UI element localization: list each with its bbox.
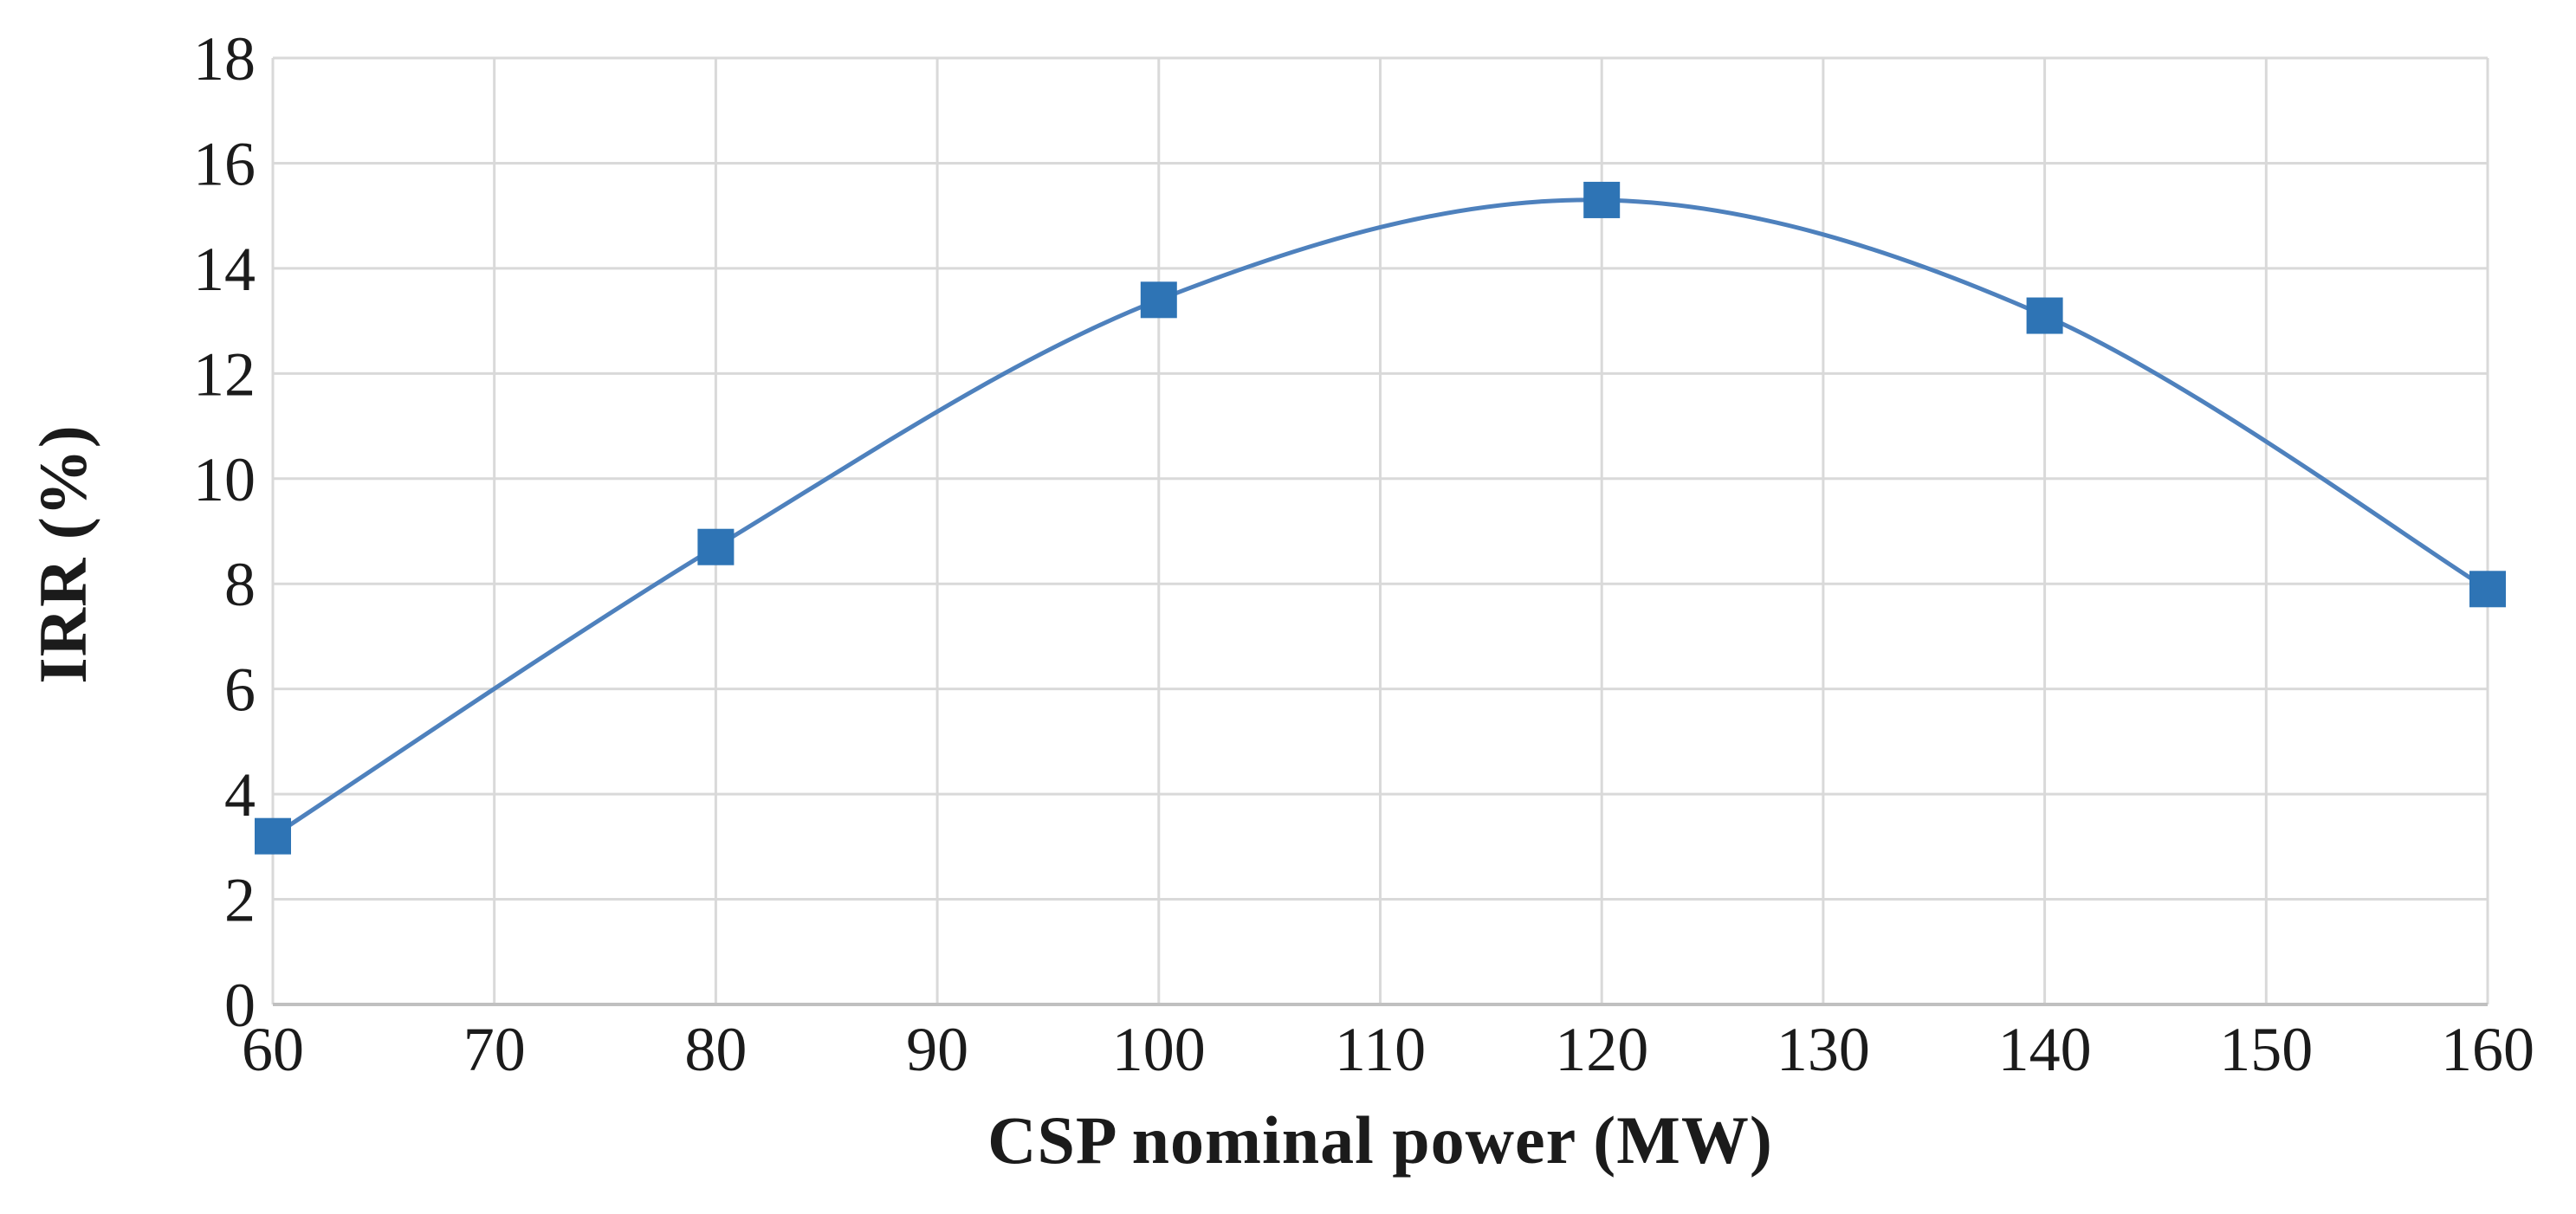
x-tick-label: 160: [2441, 1015, 2534, 1084]
y-tick-label: 8: [224, 550, 256, 619]
x-tick-label: 110: [1335, 1015, 1426, 1084]
data-point-marker: [1583, 181, 1621, 218]
y-axis-title: IRR (%): [25, 424, 100, 684]
data-point-marker: [255, 817, 291, 855]
x-tick-label: 140: [1998, 1015, 2092, 1084]
data-point-marker: [2026, 297, 2063, 334]
y-tick-label: 18: [193, 24, 256, 94]
series-line: [271, 197, 2489, 838]
y-tick-label: 6: [224, 655, 256, 725]
data-point-marker: [2469, 571, 2506, 608]
x-tick-label: 120: [1555, 1015, 1648, 1084]
y-tick-label: 16: [193, 129, 256, 198]
y-tick-label: 10: [193, 445, 256, 514]
x-tick-label: 100: [1112, 1015, 1206, 1084]
x-tick-label: 70: [463, 1015, 526, 1084]
data-point-marker: [1140, 281, 1177, 319]
x-tick-label: 130: [1777, 1015, 1870, 1084]
data-point-marker: [697, 528, 735, 565]
y-tick-label: 2: [224, 866, 256, 935]
y-tick-label: 12: [193, 339, 256, 409]
x-tick-label: 150: [2219, 1015, 2313, 1084]
y-tick-label: 4: [224, 760, 256, 830]
x-tick-label: 90: [906, 1015, 968, 1084]
y-tick-label: 0: [224, 971, 256, 1040]
y-tick-label: 14: [193, 235, 256, 304]
x-tick-label: 60: [242, 1015, 304, 1084]
x-axis-title: CSP nominal power (MW): [987, 1102, 1773, 1178]
x-tick-label: 80: [684, 1015, 747, 1084]
